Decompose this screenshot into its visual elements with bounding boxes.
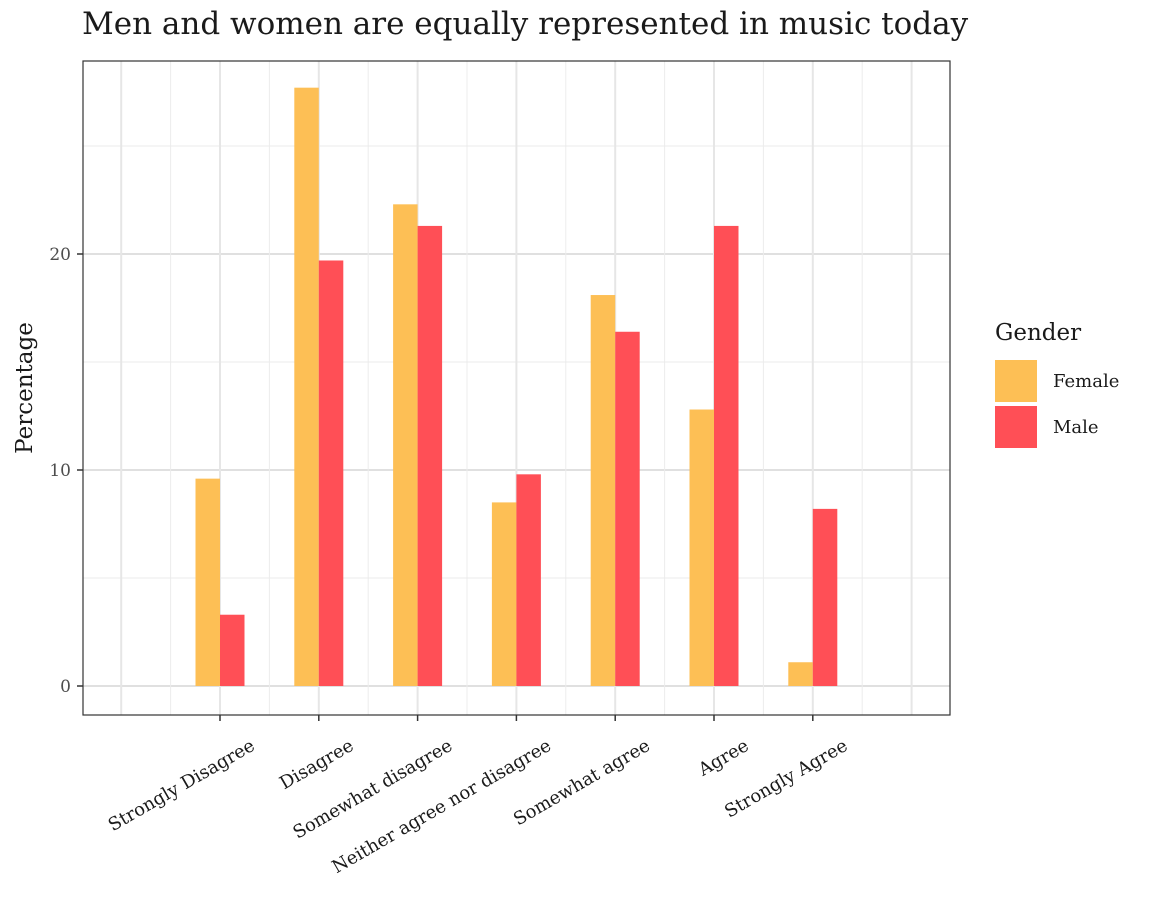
- legend-label-female: Female: [1053, 370, 1120, 392]
- bars: [195, 87, 838, 687]
- x-tick-label: Somewhat disagree: [289, 735, 456, 843]
- bar-male: [516, 474, 541, 686]
- bar-female: [788, 662, 813, 686]
- x-tick-label: Strongly Disagree: [105, 735, 259, 836]
- bar-male: [812, 508, 838, 686]
- legend-title: Gender: [995, 320, 1082, 346]
- legend-item-female: Female: [995, 358, 1119, 404]
- x-tick-label: Agree: [694, 735, 753, 781]
- bar-female: [393, 204, 418, 686]
- bar-female: [590, 295, 616, 686]
- bar-female: [491, 502, 517, 686]
- legend: Gender Female Male: [995, 320, 1119, 450]
- x-tick-label: Disagree: [276, 735, 357, 794]
- bar-female: [195, 478, 220, 686]
- chart-title: Men and women are equally represented in…: [82, 6, 969, 42]
- bar-male: [220, 614, 245, 686]
- bar-male: [318, 260, 344, 686]
- legend-swatch-female: [995, 360, 1037, 402]
- y-tick-label: 0: [60, 677, 71, 697]
- y-tick-label: 20: [49, 245, 71, 265]
- bar-male: [417, 225, 443, 687]
- bar-male: [714, 225, 739, 687]
- bar-female: [294, 87, 319, 687]
- legend-label-male: Male: [1053, 416, 1099, 438]
- legend-swatch-male: [995, 406, 1037, 448]
- y-tick-label: 10: [49, 461, 71, 481]
- bar-female: [689, 409, 714, 686]
- legend-item-male: Male: [995, 404, 1119, 450]
- bar-male: [615, 331, 640, 686]
- y-axis-label: Percentage: [12, 322, 38, 454]
